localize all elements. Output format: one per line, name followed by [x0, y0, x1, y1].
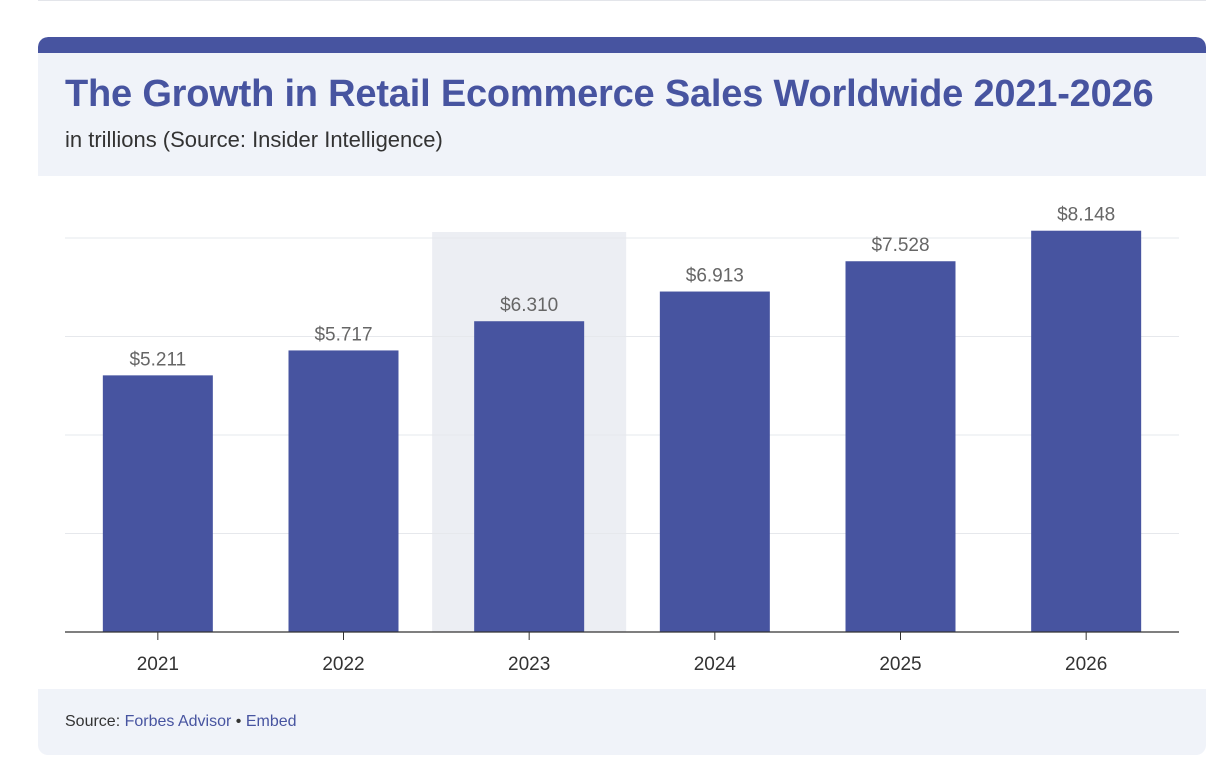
chart-footer: Source: Forbes Advisor • Embed [38, 689, 1206, 755]
bar-value-label: $5.717 [314, 324, 372, 345]
bar-2025 [845, 261, 956, 632]
bar-2023 [474, 321, 585, 632]
chart-header: The Growth in Retail Ecommerce Sales Wor… [38, 53, 1206, 176]
bar-chart: $5.211 2021 $5.717 2022 $6.310 2023 $6.913 2024… [65, 205, 1179, 675]
chart-subtitle: in trillions (Source: Insider Intelligen… [65, 127, 443, 152]
bar-value-label: $7.528 [871, 235, 929, 256]
footer-source: Source: Forbes Advisor • Embed [65, 713, 297, 731]
footer-separator: • [235, 713, 242, 730]
bar-value-label: $5.211 [129, 349, 186, 370]
bar-2026 [1031, 230, 1142, 632]
x-tick-label: 2021 [137, 654, 179, 675]
bar-value-label: $6.310 [500, 295, 558, 316]
x-tick-label: 2024 [694, 654, 737, 675]
bar-2024 [659, 291, 770, 632]
card-accent-bar [38, 37, 1206, 53]
x-tick-label: 2022 [322, 654, 364, 675]
x-tick-label: 2025 [879, 654, 921, 675]
page-top-rule [38, 0, 1206, 1]
bar-2021 [102, 375, 213, 632]
embed-link[interactable]: Embed [245, 713, 297, 730]
bar-2022 [288, 350, 399, 632]
chart-area: $5.211 2021 $5.717 2022 $6.310 2023 $6.913 2024… [38, 176, 1206, 689]
x-tick-label: 2023 [508, 654, 550, 675]
forbes-advisor-link[interactable]: Forbes Advisor [124, 713, 232, 730]
bar-value-label: $6.913 [686, 266, 744, 287]
bar-value-label: $8.148 [1057, 205, 1115, 226]
x-tick-label: 2026 [1065, 654, 1107, 675]
chart-card: The Growth in Retail Ecommerce Sales Wor… [38, 37, 1206, 755]
footer-source-prefix: Source: [65, 713, 121, 730]
chart-title: The Growth in Retail Ecommerce Sales Wor… [65, 73, 1154, 115]
